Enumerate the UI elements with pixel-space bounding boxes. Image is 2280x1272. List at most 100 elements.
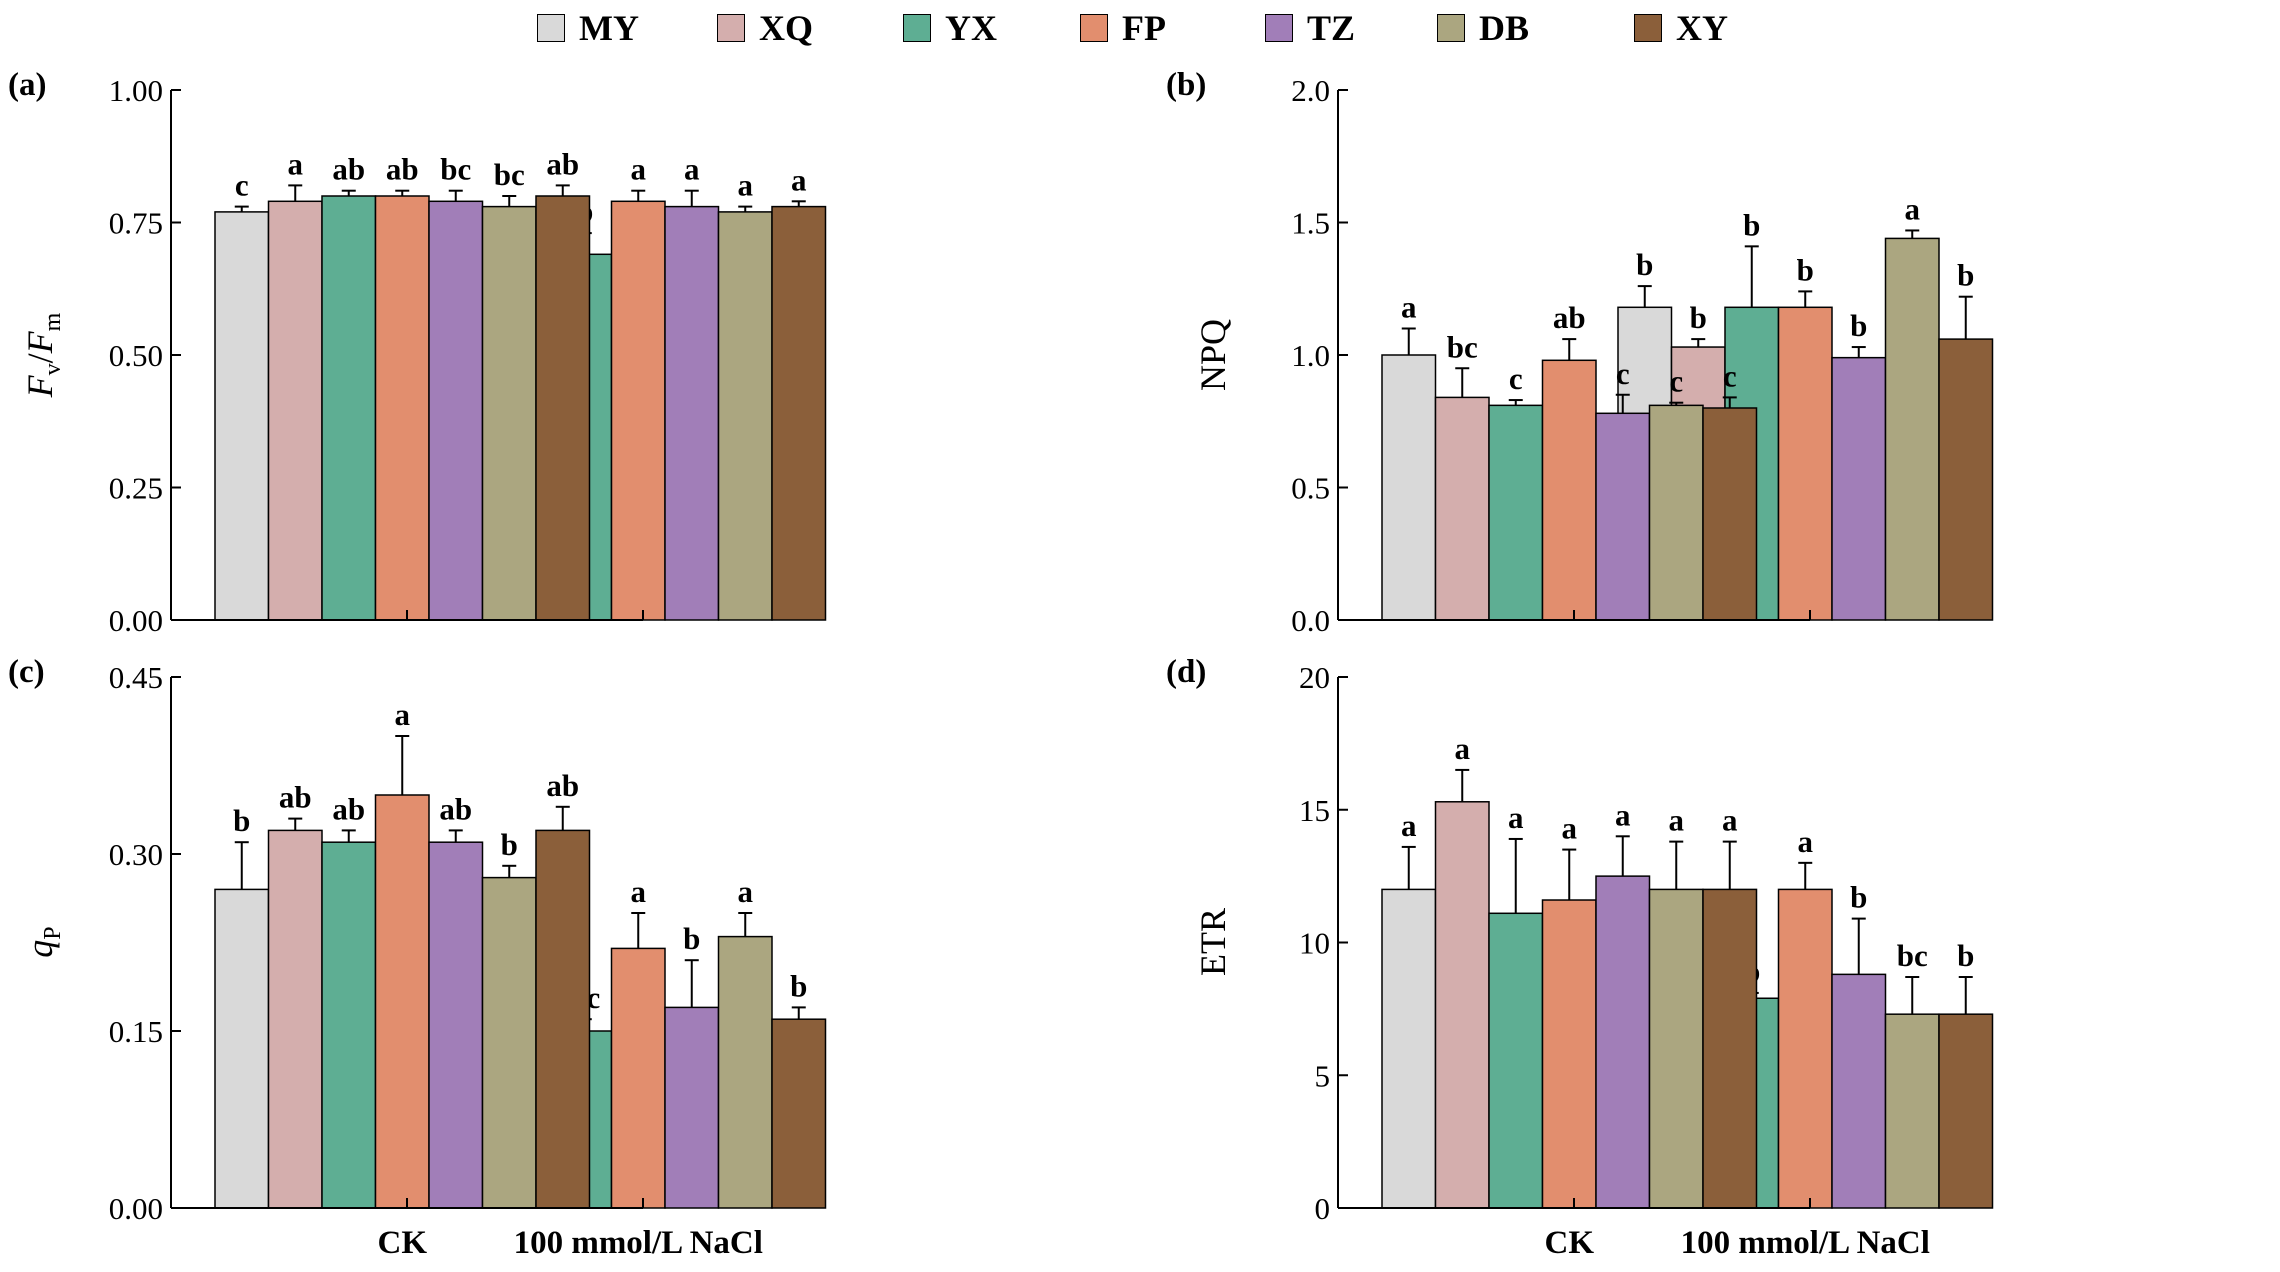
legend-item-my: MY — [537, 8, 639, 48]
significance-letter: a — [791, 162, 807, 197]
significance-letter: bc — [440, 152, 471, 187]
legend-swatch — [903, 14, 931, 42]
significance-letter: a — [1722, 803, 1738, 838]
significance-letter: a — [395, 697, 411, 732]
y-axis-label: ETR — [1193, 908, 1233, 976]
bar — [1702, 407, 1758, 621]
x-category-label: CK — [1545, 1225, 1595, 1261]
legend-item-db: DB — [1437, 8, 1529, 48]
bar — [1595, 875, 1651, 1209]
legend-item-xq: XQ — [717, 8, 813, 48]
y-tick-label: 0.50 — [109, 338, 163, 373]
bar — [771, 1018, 827, 1209]
y-tick-label: 20 — [1299, 660, 1330, 695]
significance-letter: c — [1509, 361, 1523, 396]
bar — [1831, 356, 1887, 621]
significance-letter: a — [1615, 797, 1631, 832]
bar — [1648, 888, 1704, 1209]
significance-letter: a — [631, 874, 647, 909]
bar — [1884, 237, 1940, 621]
significance-letter: a — [1508, 800, 1524, 835]
significance-letter: ab — [386, 152, 419, 187]
significance-letter: c — [235, 168, 249, 203]
significance-letter: b — [1797, 252, 1814, 287]
bar — [374, 195, 430, 621]
significance-letter: ab — [332, 791, 365, 826]
panel-label: (c) — [8, 654, 45, 690]
chart-panel: (a)Fv/Fm0.000.250.500.751.00cbababbababc… — [8, 67, 827, 638]
bar — [374, 794, 430, 1209]
bar — [1434, 801, 1490, 1209]
significance-letter: a — [738, 874, 754, 909]
y-tick-label: 0.00 — [109, 603, 163, 638]
significance-letter: a — [1669, 803, 1685, 838]
significance-letter: ab — [546, 146, 579, 181]
significance-letter: ab — [1553, 300, 1586, 335]
y-tick-label: 1.00 — [109, 73, 163, 108]
legend-item-tz: TZ — [1265, 8, 1355, 48]
bar — [481, 876, 537, 1209]
y-axis-label: qP — [20, 926, 66, 957]
y-tick-label: 15 — [1299, 793, 1330, 828]
panel-label: (a) — [8, 67, 46, 103]
bar — [1648, 404, 1704, 621]
legend-label: DB — [1479, 8, 1530, 48]
significance-letter: b — [1743, 207, 1760, 242]
bar — [717, 211, 773, 621]
bar — [1702, 888, 1758, 1209]
significance-letter: ab — [332, 152, 365, 187]
legend-label: XY — [1676, 8, 1728, 48]
bar — [535, 829, 591, 1209]
y-tick-label: 0.0 — [1291, 603, 1330, 638]
bar — [267, 200, 323, 621]
y-tick-label: 0.30 — [109, 837, 163, 872]
legend-swatch — [717, 14, 745, 42]
bar — [1884, 1013, 1940, 1209]
bar — [428, 841, 484, 1209]
bar — [1777, 888, 1833, 1209]
significance-letter: c — [1669, 364, 1683, 399]
significance-letter: b — [1636, 247, 1653, 282]
y-tick-label: 0.45 — [109, 660, 163, 695]
bar — [1541, 359, 1597, 621]
y-axis-label: Fv/Fm — [20, 312, 66, 398]
y-tick-label: 0.00 — [109, 1191, 163, 1226]
legend-swatch — [537, 14, 565, 42]
legend-label: FP — [1122, 8, 1166, 48]
significance-letter: bc — [1447, 329, 1478, 364]
y-tick-label: 2.0 — [1291, 73, 1330, 108]
bar — [267, 829, 323, 1209]
y-tick-label: 1.5 — [1291, 206, 1330, 241]
bar — [214, 888, 270, 1209]
y-tick-label: 5 — [1315, 1058, 1331, 1093]
bar — [1381, 888, 1437, 1209]
significance-letter: a — [1401, 808, 1417, 843]
panel-label: (b) — [1166, 67, 1206, 103]
chart-panel: (c)qP0.000.150.300.45bbabcabbcaaabbbaabb… — [8, 654, 827, 1261]
bar — [428, 200, 484, 621]
bar — [664, 205, 720, 621]
legend-swatch — [1634, 14, 1662, 42]
y-tick-label: 0.15 — [109, 1014, 163, 1049]
legend-item-xy: XY — [1634, 8, 1728, 48]
y-tick-label: 1.0 — [1291, 338, 1330, 373]
significance-letter: b — [1957, 258, 1974, 293]
significance-letter: ab — [279, 780, 312, 815]
significance-letter: ab — [546, 768, 579, 803]
significance-letter: b — [790, 968, 807, 1003]
significance-letter: a — [1455, 731, 1471, 766]
bar — [1434, 396, 1490, 621]
significance-letter: b — [233, 803, 250, 838]
bar — [664, 1006, 720, 1209]
significance-letter: a — [631, 152, 647, 187]
y-tick-label: 0.25 — [109, 471, 163, 506]
significance-letter: bc — [1897, 938, 1928, 973]
significance-letter: b — [683, 921, 700, 956]
bar — [1938, 338, 1994, 621]
significance-letter: b — [1850, 308, 1867, 343]
significance-letter: a — [1401, 290, 1417, 325]
significance-letter: c — [1616, 356, 1630, 391]
bar — [1831, 973, 1887, 1209]
